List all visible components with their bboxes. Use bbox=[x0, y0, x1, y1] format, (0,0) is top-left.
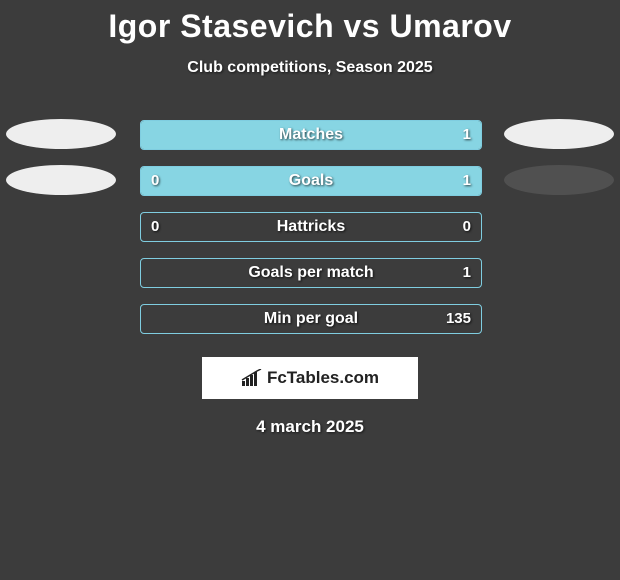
stat-row: 1Matches bbox=[0, 115, 620, 161]
player-right-ellipse bbox=[504, 165, 614, 195]
stat-row: 1Goals per match bbox=[0, 253, 620, 299]
stat-value-right: 135 bbox=[436, 305, 481, 333]
stat-value-right: 1 bbox=[453, 121, 481, 149]
stat-fill-right bbox=[202, 167, 481, 195]
stat-fill-right bbox=[141, 121, 481, 149]
logo-box[interactable]: FcTables.com bbox=[202, 357, 418, 399]
player-left-ellipse bbox=[6, 165, 116, 195]
stat-label: Hattricks bbox=[141, 213, 481, 241]
stat-row: 0 0Hattricks bbox=[0, 207, 620, 253]
stat-value-right: 1 bbox=[453, 167, 481, 195]
stat-value-left: 0 bbox=[141, 167, 169, 195]
player-left-ellipse bbox=[6, 119, 116, 149]
stat-row: 135Min per goal bbox=[0, 299, 620, 345]
bars-icon bbox=[241, 369, 263, 387]
date-text: 4 march 2025 bbox=[0, 417, 620, 437]
stat-label: Min per goal bbox=[141, 305, 481, 333]
page-title: Igor Stasevich vs Umarov bbox=[0, 0, 620, 45]
stat-bar: 0 0Hattricks bbox=[140, 212, 482, 242]
stat-bar: 1Goals per match bbox=[140, 258, 482, 288]
stat-bar: 135Min per goal bbox=[140, 304, 482, 334]
page-subtitle: Club competitions, Season 2025 bbox=[0, 59, 620, 77]
player-right-ellipse bbox=[504, 119, 614, 149]
logo-text: FcTables.com bbox=[267, 368, 379, 388]
comparison-widget: Igor Stasevich vs Umarov Club competitio… bbox=[0, 0, 620, 580]
stats-rows: 1Matches01Goals00Hattricks1Goals per mat… bbox=[0, 115, 620, 345]
stat-row: 01Goals bbox=[0, 161, 620, 207]
stat-bar: 01Goals bbox=[140, 166, 482, 196]
stat-value-right: 0 bbox=[453, 213, 481, 241]
stat-bar: 1Matches bbox=[140, 120, 482, 150]
stat-label: Goals per match bbox=[141, 259, 481, 287]
stat-value-left: 0 bbox=[141, 213, 169, 241]
stat-value-right: 1 bbox=[453, 259, 481, 287]
